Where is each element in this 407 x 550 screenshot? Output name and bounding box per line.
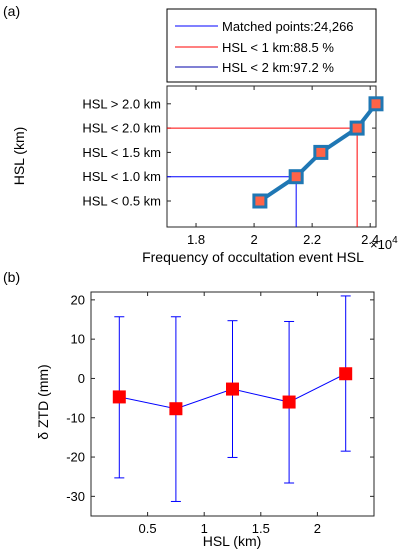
y-tick-label-b: 10	[71, 332, 85, 347]
y-tick-label-b: -30	[66, 489, 85, 504]
x-tick-label-a: 2.4	[361, 232, 379, 247]
data-point-a	[349, 120, 365, 136]
plot-area-a	[166, 85, 377, 228]
data-point-a	[313, 144, 329, 160]
data-point-b	[112, 390, 126, 404]
y-axis-label-b: δ ZTD (mm)	[35, 364, 51, 439]
legend-box	[166, 8, 377, 83]
x-tick-label-a: 2.2	[303, 232, 321, 247]
chart-b: 20 10 0 -10 -20 -30 0.5 1 1.5 2 δ ZTD (mm) HSL (k…	[35, 291, 375, 549]
x-tick-label-a: 2	[250, 232, 257, 247]
series-b	[112, 295, 353, 502]
y-tick-label-a: HSL < 0.5 km	[82, 194, 161, 209]
x-tick-label-b: 1.5	[252, 521, 270, 536]
panel-a-label: (a)	[3, 3, 20, 19]
y-tick-label-a: HSL < 1.0 km	[82, 169, 161, 184]
y-tick-label-b: 20	[71, 292, 85, 307]
x-tick-label-b: 0.5	[139, 521, 157, 536]
y-tick-label-a: HSL < 1.5 km	[82, 145, 161, 160]
panel-b-label: (b)	[3, 269, 20, 285]
axis-ticks-a: HSL < 0.5 km HSL < 1.0 km HSL < 1.5 km HSL …	[82, 86, 379, 247]
y-tick-label-a: HSL < 2.0 km	[82, 121, 161, 136]
x-exponent-a: ×104	[370, 235, 398, 252]
y-tick-label-b: -20	[66, 450, 85, 465]
legend-label-1: HSL < 1 km:88.5 %	[222, 40, 334, 55]
y-axis-label-a: HSL (km)	[11, 127, 27, 186]
chart-a: Matched points:24,266 HSL < 1 km:88.5 % …	[11, 8, 398, 265]
legend-a: Matched points:24,266 HSL < 1 km:88.5 % …	[166, 8, 377, 83]
x-exponent-base: ×10	[370, 237, 392, 252]
data-point-b	[169, 402, 183, 416]
y-tick-label-b: 0	[78, 371, 85, 386]
reference-lines-a	[167, 127, 358, 227]
data-point-a	[252, 193, 268, 209]
legend-label-0: Matched points:24,266	[222, 19, 354, 34]
legend-label-2: HSL < 2 km:97.2 %	[222, 60, 334, 75]
x-axis-label-b: HSL (km)	[203, 533, 262, 549]
series-a	[252, 96, 384, 209]
data-point-b	[282, 395, 296, 409]
axis-ticks-b: 20 10 0 -10 -20 -30 0.5 1 1.5 2	[66, 292, 374, 536]
y-tick-label-b: -10	[66, 410, 85, 425]
x-tick-label-b: 2	[314, 521, 321, 536]
data-point-a	[368, 96, 384, 112]
data-point-b	[226, 382, 239, 396]
x-exponent-power: 4	[392, 235, 398, 246]
plot-area-b	[90, 291, 375, 517]
x-tick-label-a: 1.8	[187, 232, 205, 247]
x-tick-label-b: 1	[201, 521, 208, 536]
data-point-b	[339, 367, 353, 381]
x-axis-label-a: Frequency of occultation event HSL	[142, 249, 364, 265]
y-tick-label-a: HSL > 2.0 km	[82, 96, 161, 111]
data-point-a	[288, 169, 304, 185]
